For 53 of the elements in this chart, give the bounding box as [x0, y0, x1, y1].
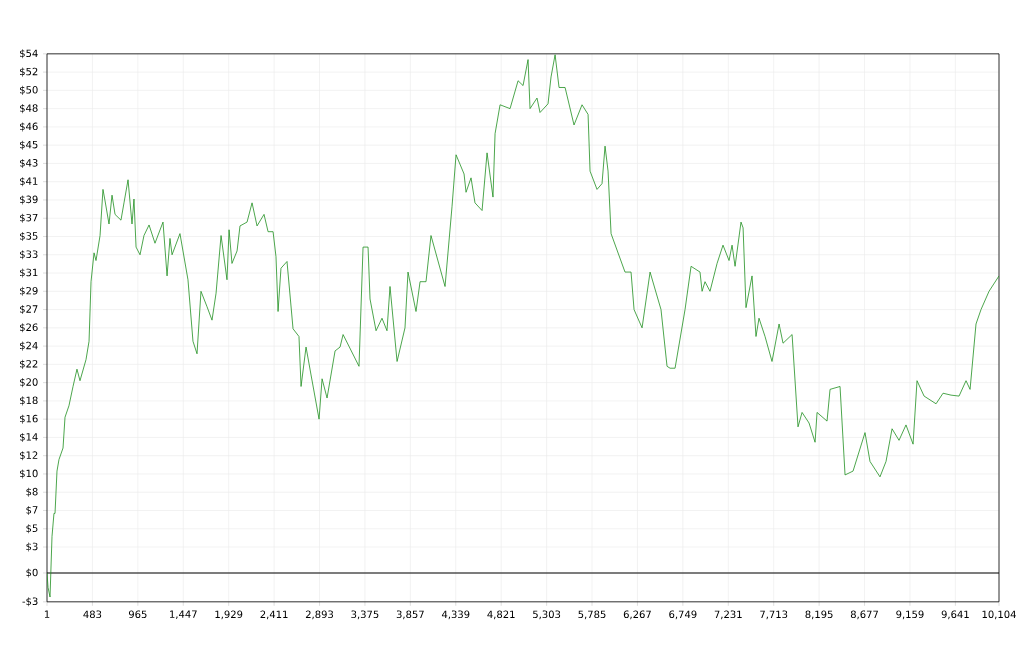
y-tick-label: $45 [20, 140, 38, 150]
x-tick-label: 8,195 [805, 610, 833, 620]
y-tick-label: $16 [20, 414, 38, 424]
y-tick-label: $52 [20, 67, 38, 77]
x-tick-label: 1,447 [170, 610, 197, 619]
y-tick-label: $29 [20, 286, 38, 296]
y-tick-label: $27 [20, 305, 38, 315]
x-tick-label: 2,411 [260, 610, 288, 620]
x-tick-label: 7,713 [760, 610, 788, 620]
y-tick-label: $3 [26, 542, 38, 552]
y-tick-label: $50 [20, 85, 38, 95]
y-tick-label: $26 [20, 323, 38, 333]
y-tick-label: $22 [20, 359, 38, 369]
y-tick-label: $48 [20, 104, 38, 114]
x-tick-label: 5,303 [533, 610, 561, 620]
y-tick-label: $18 [20, 396, 38, 406]
y-tick-label: $0 [26, 568, 38, 578]
y-tick-label: $43 [20, 158, 38, 168]
x-tick-label: 965 [128, 610, 147, 619]
x-tick-label: 10,104 [982, 610, 1016, 620]
x-tick-label: 3,857 [396, 610, 424, 620]
x-tick-label: 4,821 [487, 610, 515, 620]
x-tick-label: 1,929 [215, 610, 243, 620]
y-tick-label: $31 [20, 268, 38, 278]
x-tick-label: 5,785 [578, 610, 606, 620]
y-tick-label: $37 [20, 213, 38, 223]
y-tick-label: $10 [20, 469, 38, 479]
x-tick-label: 9,641 [941, 610, 969, 620]
y-tick-label: $39 [20, 195, 38, 205]
line-series [47, 54, 1000, 598]
y-tick-label: $8 [26, 487, 38, 497]
x-tick-label: 3,375 [351, 610, 379, 620]
x-tick-label: 6,267 [623, 610, 651, 620]
x-tick-label: 9,159 [896, 610, 924, 620]
x-tick-label: 7,231 [714, 610, 742, 620]
y-tick-label: $24 [20, 341, 38, 351]
y-tick-label: -$3 [22, 597, 38, 607]
x-tick-label: 6,749 [669, 610, 697, 620]
y-tick-label: $12 [20, 451, 38, 461]
y-tick-label: $14 [20, 432, 38, 442]
y-tick-label: $54 [20, 49, 38, 59]
x-tick-label: 483 [83, 610, 102, 619]
y-tick-label: $33 [20, 250, 38, 260]
y-tick-label: $20 [20, 378, 38, 388]
y-tick-label: $46 [20, 122, 38, 132]
y-tick-label: $5 [26, 524, 38, 534]
x-tick-label: 1 [44, 610, 50, 618]
x-tick-label: 4,339 [441, 610, 470, 620]
y-tick-label: $7 [26, 505, 38, 516]
x-tick-label: 2,893 [305, 610, 334, 620]
y-tick-label: $35 [20, 231, 38, 242]
y-tick-label: $41 [20, 177, 38, 187]
x-tick-label: 8,677 [850, 610, 878, 620]
